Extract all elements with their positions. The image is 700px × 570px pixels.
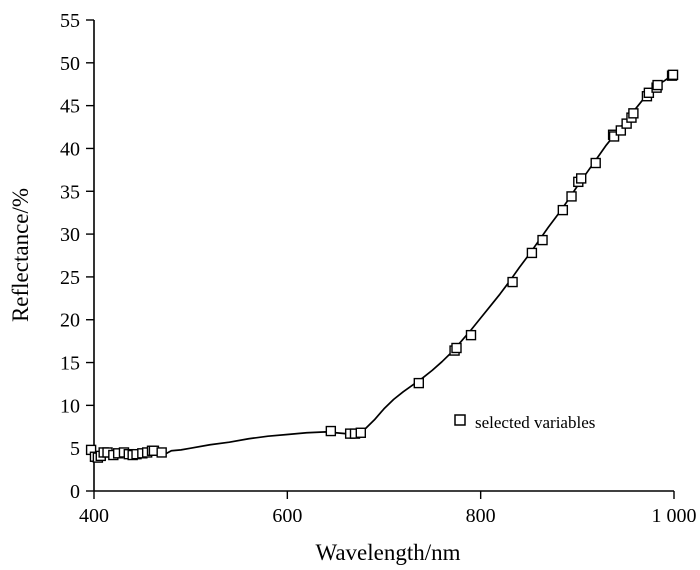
marker-layer: [85, 69, 679, 463]
selected-variable-point: [566, 191, 577, 202]
selected-variable-point: [413, 377, 424, 389]
selected-variable-point: [156, 447, 167, 458]
x-axis-ticks: 400 600 800 1 000: [79, 491, 697, 527]
series-layer: [90, 73, 675, 459]
y-tick-label: 30: [60, 224, 80, 246]
selected-variable-point: [576, 173, 587, 184]
y-tick-label: 25: [60, 267, 80, 289]
y-tick-label: 55: [60, 10, 80, 32]
y-tick-label: 0: [70, 481, 80, 503]
y-axis-title: Reflectance/%: [8, 188, 33, 322]
selected-variable-point: [451, 342, 462, 354]
y-tick-label: 20: [60, 310, 80, 332]
y-tick-label: 35: [60, 181, 80, 203]
x-tick-label: 600: [272, 505, 302, 527]
selected-variable-point: [590, 157, 601, 169]
reflectance-line: [90, 73, 675, 459]
y-tick-label: 5: [70, 438, 80, 460]
selected-variable-point: [465, 329, 477, 341]
selected-variable-point: [325, 425, 337, 437]
y-tick-label: 40: [60, 138, 80, 160]
selected-variable-point: [667, 69, 679, 81]
x-tick-label: 1 000: [652, 505, 697, 527]
legend: selected variables: [454, 413, 595, 432]
legend-marker: [454, 414, 466, 426]
x-tick-label: 800: [466, 505, 496, 527]
selected-variable-point: [526, 247, 538, 259]
selected-variable-point: [652, 79, 663, 91]
selected-variable-point: [355, 427, 366, 438]
selected-variable-point: [608, 131, 620, 142]
y-tick-label: 50: [60, 53, 80, 75]
selected-variable-point: [537, 234, 548, 246]
selected-variable-point: [557, 204, 569, 216]
plot-area: 0 5 10 15 20 25 30 35 40 45 50 55 400 600 800 1 000: [60, 10, 697, 527]
y-axis-ticks: 0 5 10 15 20 25 30 35 40 45 50 55: [60, 10, 94, 503]
y-tick-label: 45: [60, 96, 80, 118]
selected-variable-point: [507, 276, 518, 288]
selected-variable-point: [628, 108, 639, 119]
y-tick-label: 10: [60, 395, 80, 417]
x-axis-title: Wavelength/nm: [315, 540, 460, 565]
x-tick-label: 400: [79, 505, 109, 527]
legend-label: selected variables: [475, 413, 595, 432]
y-tick-label: 15: [60, 353, 80, 375]
selected-variable-point: [615, 125, 627, 136]
